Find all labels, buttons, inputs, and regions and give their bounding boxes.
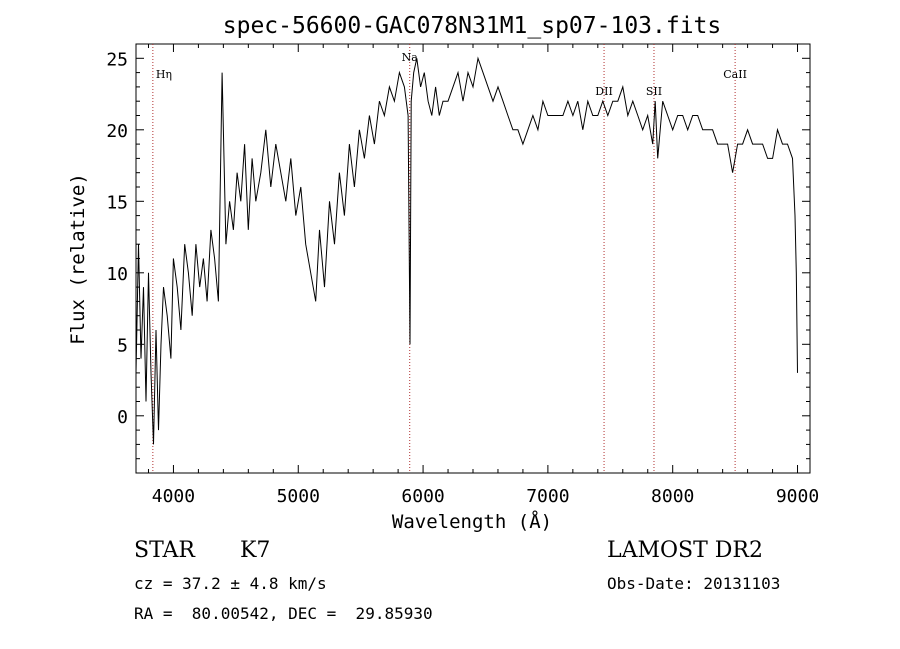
y-tick-label-3: 15 [106, 192, 128, 213]
y-axis-ticks: 0 5 10 15 20 25 [106, 43, 810, 474]
marker-label-0: Hη [156, 68, 172, 81]
x-tick-label-2: 6000 [401, 486, 444, 507]
marker-label-4: CaII [723, 68, 747, 81]
x-tick-label-1: 5000 [277, 486, 320, 507]
marker-label-2: DII [595, 85, 613, 98]
coordinates: RA = 80.00542, DEC = 29.85930 [134, 604, 433, 623]
x-tick-label-5: 9000 [776, 486, 819, 507]
object-subclass: K7 [240, 538, 271, 563]
observation-date: Obs-Date: 20131103 [607, 574, 781, 593]
y-tick-label-0: 0 [117, 407, 128, 428]
survey-name: LAMOST DR2 [607, 538, 763, 563]
plot-frame [135, 43, 811, 474]
y-tick-label-5: 25 [106, 49, 128, 70]
x-axis-label: Wavelength (Å) [392, 510, 552, 533]
marker-label-1: Na [402, 51, 419, 64]
object-class: STAR [134, 538, 195, 563]
x-tick-label-0: 4000 [152, 486, 195, 507]
line-markers: Hη Na DII SII CaII [152, 44, 747, 473]
y-axis-label: Flux (relative) [67, 173, 89, 345]
y-tick-label-1: 5 [117, 335, 128, 356]
marker-label-3: SII [646, 85, 662, 98]
redshift-velocity: cz = 37.2 ± 4.8 km/s [134, 574, 327, 593]
x-tick-label-3: 7000 [526, 486, 569, 507]
chart-title: spec-56600-GAC078N31M1_sp07-103.fits [223, 13, 722, 39]
y-tick-label-4: 20 [106, 121, 128, 142]
y-tick-label-2: 10 [106, 264, 128, 285]
spectrum-series-line [135, 56, 798, 445]
x-axis-ticks: 4000 5000 6000 7000 8000 9000 [147, 44, 819, 507]
x-tick-label-4: 8000 [651, 486, 694, 507]
spectrum-chart: spec-56600-GAC078N31M1_sp07-103.fits Hη N… [67, 13, 819, 533]
